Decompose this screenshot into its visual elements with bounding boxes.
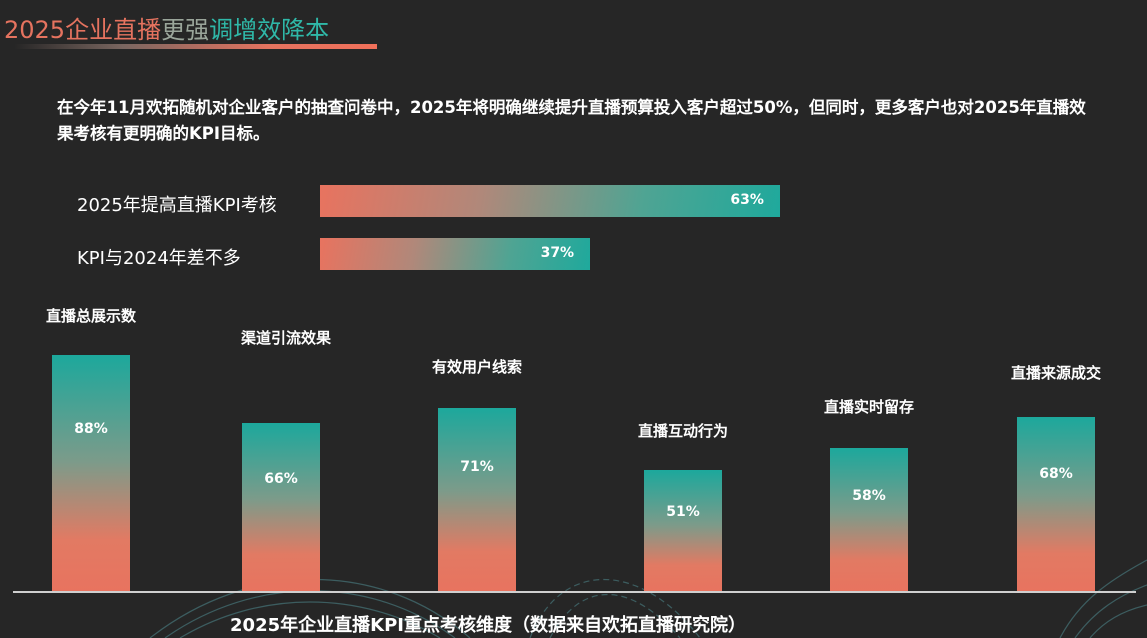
vbar-value: 66% [264,470,298,487]
vbar-label: 渠道引流效果 [240,329,331,348]
title-part-1: 2025企业直播 [4,16,162,44]
hbar: 37% [320,238,591,270]
vbar: 66% [242,423,320,592]
vbar-value: 71% [460,459,494,476]
hbar-label: 2025年提高直播KPI考核 [77,195,277,216]
vbar-label: 直播互动行为 [637,421,728,440]
title-underline [14,44,377,49]
vbar: 88% [52,355,130,592]
title-part-2: 更强 [161,16,210,44]
vbar-label: 直播来源成交 [1010,364,1101,383]
title-part-3: 调增效降本 [209,16,330,44]
vbar: 68% [1017,417,1095,592]
vbar-label: 直播总展示数 [45,307,136,326]
vbar: 71% [438,407,516,592]
hbar-label: KPI与2024年差不多 [77,248,241,269]
vbar-label: 直播实时留存 [823,398,914,417]
x-axis-line [13,591,1136,593]
hbar: 63% [320,185,780,217]
chart-caption: 2025年企业直播KPI重点考核维度（数据来自欢拓直播研究院） [230,615,746,636]
vbar-value: 51% [666,504,700,521]
vbar-label: 有效用户线索 [431,357,522,376]
vbar-value: 58% [852,488,886,505]
intro-text: 在今年11月欢拓随机对企业客户的抽查问卷中，2025年将明确继续提升直播预算投入… [57,98,1086,143]
vbar: 58% [830,448,908,592]
vbar-value: 68% [1039,466,1073,483]
hbar-value: 37% [540,245,575,261]
vbar-value: 88% [74,421,108,438]
page-title: 2025企业直播更强调增效降本 [4,10,329,45]
vbar: 51% [644,469,722,592]
hbar-value: 63% [730,192,764,208]
